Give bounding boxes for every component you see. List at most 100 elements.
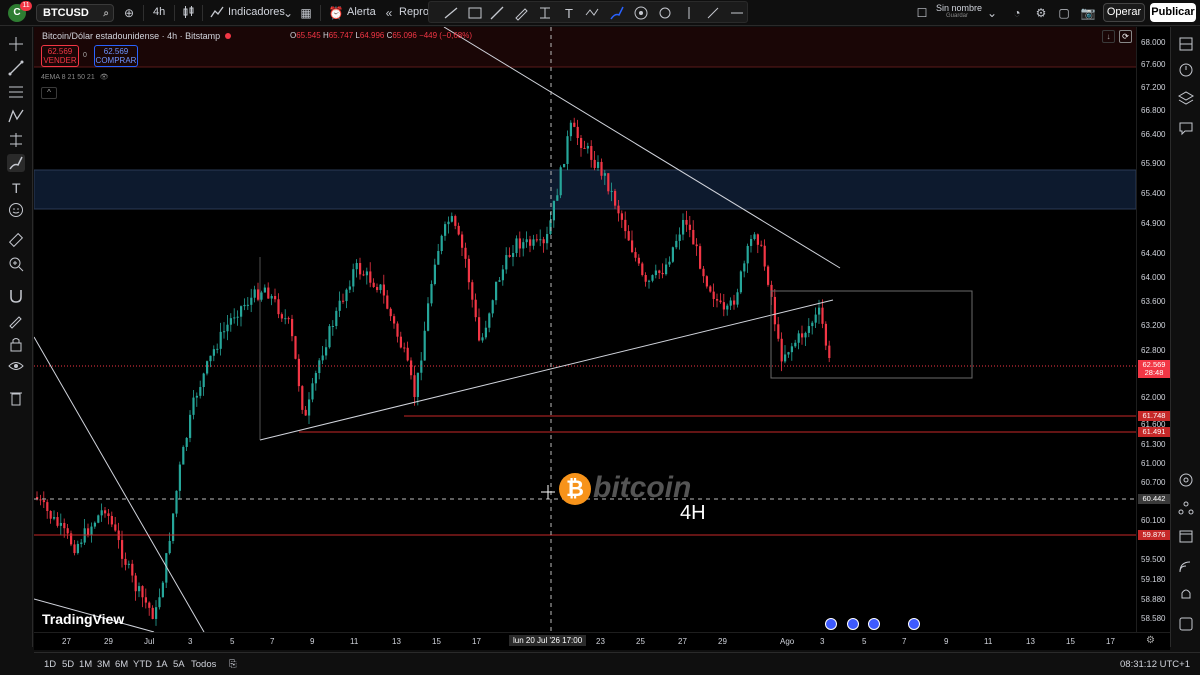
draw-mode-icon[interactable] [7, 311, 25, 329]
candle-type-icon[interactable] [180, 5, 196, 21]
event-flag-icon[interactable] [868, 618, 880, 630]
add-symbol-icon[interactable]: ⊕ [123, 6, 135, 20]
event-flag-icon[interactable] [847, 618, 859, 630]
crosshair-icon[interactable] [7, 35, 25, 53]
pencil-icon[interactable] [513, 5, 529, 21]
chart-canvas[interactable]: ↓ ⟳ [34, 27, 1136, 632]
templates-icon[interactable]: ▦ [300, 6, 312, 20]
layers-icon[interactable] [1177, 89, 1195, 107]
range-button-1d[interactable]: 1D [44, 659, 57, 670]
collapse-legend-button[interactable]: ^ [41, 87, 57, 99]
candle-body [743, 263, 746, 272]
alert-clock-icon[interactable]: ⏰ [328, 6, 344, 20]
symbol-search[interactable]: BTCUSD ⌕ [36, 4, 114, 22]
quick-search-icon[interactable]: ◔ [1013, 6, 1021, 20]
date-range-icon[interactable]: ⎘ [229, 659, 237, 670]
range-button-ytd[interactable]: YTD [133, 659, 152, 670]
range-button-todos[interactable]: Todos [191, 659, 217, 670]
replay-button[interactable]: Repro [399, 6, 429, 18]
fib-icon[interactable] [537, 5, 553, 21]
lock-icon[interactable] [681, 5, 697, 21]
lower-trendline-left[interactable] [34, 598, 155, 632]
range-button-1a[interactable]: 1A [156, 659, 168, 670]
sell-button[interactable]: 62.569 VENDER [41, 45, 79, 67]
price-tick: 61.300 [1141, 440, 1166, 449]
chevron-down-icon[interactable]: ⌄ [282, 6, 294, 20]
descending-trendline[interactable] [443, 27, 841, 269]
brush-icon[interactable] [609, 5, 625, 21]
pattern-icon[interactable] [7, 107, 25, 125]
range-button-3m[interactable]: 3M [97, 659, 111, 670]
candle-body [719, 300, 722, 303]
axis-settings-gear-icon[interactable]: ⚙ [1146, 635, 1155, 646]
chat-icon[interactable] [1177, 119, 1195, 137]
alerts-clock-icon[interactable] [1177, 61, 1195, 79]
range-button-1m[interactable]: 1M [79, 659, 93, 670]
lock-icon[interactable] [7, 335, 25, 353]
descending-trendline-left[interactable] [34, 336, 205, 632]
range-rectangle[interactable] [770, 290, 973, 379]
trend-line-icon[interactable] [443, 5, 459, 21]
chart-legend[interactable]: Bitcoin/Dólar estadounidense · 4h · Bits… [42, 31, 233, 41]
utc-clock[interactable]: 08:31:12 UTC+1 [1120, 659, 1190, 670]
interval-button[interactable]: 4h [153, 6, 166, 18]
more-icon[interactable] [729, 5, 745, 21]
broadcast-icon[interactable] [1177, 557, 1195, 575]
settings-icon[interactable] [657, 5, 673, 21]
brush-icon[interactable] [7, 154, 25, 172]
ascending-trendline[interactable] [259, 299, 834, 441]
publicar-button[interactable]: Publicar [1150, 3, 1196, 22]
ruler-icon[interactable] [7, 231, 25, 249]
price-tick: 62.000 [1141, 393, 1166, 402]
operar-button[interactable]: Operar [1103, 3, 1145, 22]
checkbox-icon[interactable]: ☐ [916, 6, 928, 20]
range-button-6m[interactable]: 6M [115, 659, 129, 670]
price-chart[interactable] [34, 27, 1136, 632]
eye-icon[interactable] [7, 357, 25, 375]
candle-body [518, 238, 521, 249]
zoom-in-icon[interactable] [7, 255, 25, 273]
magnet-icon[interactable] [7, 287, 25, 305]
emoji-icon[interactable] [7, 201, 25, 219]
range-button-5a[interactable]: 5A [173, 659, 185, 670]
text-icon[interactable]: T [7, 178, 25, 196]
help-icon[interactable] [1177, 615, 1195, 633]
rectangle-icon[interactable] [467, 5, 483, 21]
network-icon[interactable] [1177, 499, 1195, 517]
event-flag-icon[interactable] [825, 618, 837, 630]
scroll-down-icon[interactable]: ↓ [1102, 30, 1115, 43]
calendar-icon[interactable] [1177, 527, 1195, 545]
pattern-icon[interactable] [585, 5, 601, 21]
circle-target-icon[interactable] [633, 5, 649, 21]
gear-icon[interactable]: ⚙ [1035, 6, 1047, 20]
indicator-legend-ema[interactable]: 4EMA 8 21 50 21 👁 [41, 73, 109, 81]
trend-line-icon[interactable] [7, 59, 25, 77]
camera-icon[interactable]: 📷 [1080, 6, 1096, 20]
chevron-down-icon[interactable]: ⌄ [986, 6, 998, 20]
price-axis[interactable]: 68.000 67.600 67.200 66.800 66.400 65.900 65.4… [1136, 27, 1170, 632]
candle-body [155, 607, 158, 619]
line-icon[interactable] [489, 5, 505, 21]
event-flag-icon[interactable] [908, 618, 920, 630]
layout-name[interactable]: Sin nombre [936, 3, 983, 13]
watchlist-icon[interactable] [1177, 35, 1195, 53]
time-axis[interactable]: lun 20 Jul '26 17:00 ⚙ 27 29 Jul 3 5 7 9 11 13 15… [34, 632, 1170, 650]
indicators-button[interactable]: Indicadores [228, 6, 285, 18]
buy-button[interactable]: 62.569 COMPRAR [94, 45, 138, 67]
candle-body [610, 190, 613, 192]
forecast-icon[interactable] [7, 131, 25, 149]
indicators-icon[interactable] [209, 5, 225, 21]
bell-icon[interactable] [1177, 585, 1195, 603]
eye-icon[interactable]: 👁 [99, 74, 109, 81]
sync-icon[interactable]: ⟳ [1119, 30, 1132, 43]
candle-body [590, 146, 593, 160]
fib-retracement-icon[interactable] [7, 83, 25, 101]
replay-icon[interactable]: « [385, 6, 393, 20]
alert-button[interactable]: Alerta [347, 6, 376, 18]
range-button-5d[interactable]: 5D [62, 659, 75, 670]
fullscreen-icon[interactable]: ▢ [1058, 6, 1070, 20]
magic-wand-icon[interactable] [705, 5, 721, 21]
target-icon[interactable] [1177, 471, 1195, 489]
text-icon[interactable]: T [561, 5, 577, 21]
trash-icon[interactable] [7, 389, 25, 407]
